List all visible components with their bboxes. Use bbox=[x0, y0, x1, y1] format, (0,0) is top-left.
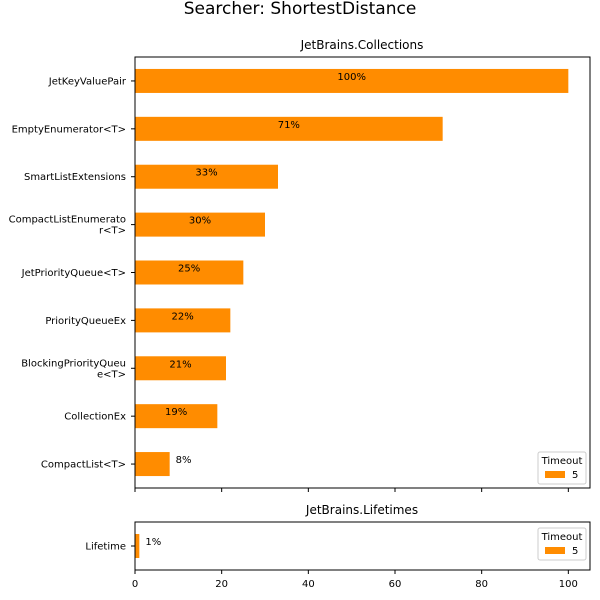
collections-y-tick-label: JetKeyValuePair bbox=[48, 76, 127, 87]
collections-bar-value-label: 100% bbox=[337, 72, 366, 83]
lifetimes-y-ticks: Lifetime bbox=[85, 542, 135, 553]
lifetimes-chart: JetBrains.Lifetimes 1% Lifetime 0 20 40 60 8… bbox=[85, 503, 591, 590]
collections-bar-value-label: 33% bbox=[195, 168, 217, 179]
lifetimes-chart-title: JetBrains.Lifetimes bbox=[305, 503, 418, 517]
lifetimes-data-labels: 1% bbox=[145, 537, 161, 548]
collections-bar bbox=[135, 212, 265, 237]
lifetimes-bar-value-label: 1% bbox=[145, 537, 161, 548]
collections-bar bbox=[135, 164, 278, 189]
collections-y-tick-label: EmptyEnumerator<T> bbox=[12, 124, 126, 135]
figure-suptitle: Searcher: ShortestDistance bbox=[184, 0, 417, 19]
lifetimes-x-tick-label: 0 bbox=[132, 579, 138, 590]
lifetimes-legend-swatch bbox=[545, 547, 565, 554]
collections-bar bbox=[135, 356, 226, 381]
lifetimes-plot-frame bbox=[134, 521, 591, 571]
collections-bar bbox=[135, 404, 218, 429]
collections-bar-value-label: 25% bbox=[178, 264, 200, 275]
collections-y-tick-label: CompactListEnumerato r<T> bbox=[9, 215, 126, 237]
lifetimes-bar bbox=[135, 534, 140, 558]
collections-bar-value-label: 71% bbox=[278, 120, 300, 131]
collections-y-tick-label: CompactList<T> bbox=[41, 460, 126, 471]
collections-y-tick-label: PriorityQueueEx bbox=[45, 316, 126, 327]
lifetimes-x-tick-label: 20 bbox=[215, 579, 228, 590]
lifetimes-x-tick-label: 80 bbox=[475, 579, 488, 590]
collections-bar bbox=[135, 260, 244, 285]
lifetimes-x-tick-label: 100 bbox=[559, 579, 578, 590]
collections-bar bbox=[135, 308, 231, 333]
collections-legend-entry: 5 bbox=[572, 470, 578, 481]
collections-bar bbox=[135, 116, 443, 141]
collections-y-ticks: JetKeyValuePair EmptyEnumerator<T> SmartLi… bbox=[9, 76, 135, 471]
lifetimes-legend-entry: 5 bbox=[572, 546, 578, 557]
collections-bar-value-label: 30% bbox=[189, 216, 211, 227]
collections-y-tick-label: BlockingPriorityQueu e<T> bbox=[21, 358, 126, 380]
collections-legend-swatch bbox=[545, 471, 565, 478]
collections-bar-value-label: 19% bbox=[165, 407, 187, 418]
collections-y-tick-label: CollectionEx bbox=[64, 412, 126, 423]
lifetimes-legend: Timeout 5 bbox=[537, 527, 587, 561]
collections-legend-title: Timeout bbox=[541, 456, 583, 467]
lifetimes-legend-title: Timeout bbox=[541, 532, 583, 543]
collections-y-tick-label: JetPriorityQueue<T> bbox=[21, 268, 126, 279]
collections-x-ticks bbox=[134, 488, 569, 492]
collections-data-labels: 100% 71% 33% 30% 25% 22% 21% 19% 8% bbox=[165, 72, 366, 466]
collections-plot-frame bbox=[134, 56, 591, 489]
collections-legend: Timeout 5 bbox=[537, 451, 587, 485]
collections-bar-value-label: 8% bbox=[176, 455, 192, 466]
collections-bar bbox=[135, 452, 170, 477]
collections-bars bbox=[135, 68, 569, 477]
collections-y-tick-label: SmartListExtensions bbox=[24, 172, 126, 183]
lifetimes-x-tick-label: 40 bbox=[302, 579, 315, 590]
lifetimes-y-tick-label: Lifetime bbox=[85, 542, 126, 553]
lifetimes-bars bbox=[135, 534, 140, 558]
collections-chart-title: JetBrains.Collections bbox=[300, 38, 424, 52]
collections-bar bbox=[135, 68, 569, 93]
collections-bar-value-label: 21% bbox=[169, 359, 191, 370]
collections-bar-value-label: 22% bbox=[172, 311, 194, 322]
lifetimes-x-ticks: 0 20 40 60 80 100 bbox=[132, 570, 578, 590]
lifetimes-x-tick-label: 60 bbox=[389, 579, 402, 590]
collections-chart: JetBrains.Collections 100% 71% 33% 30% 25% 22… bbox=[9, 38, 591, 492]
